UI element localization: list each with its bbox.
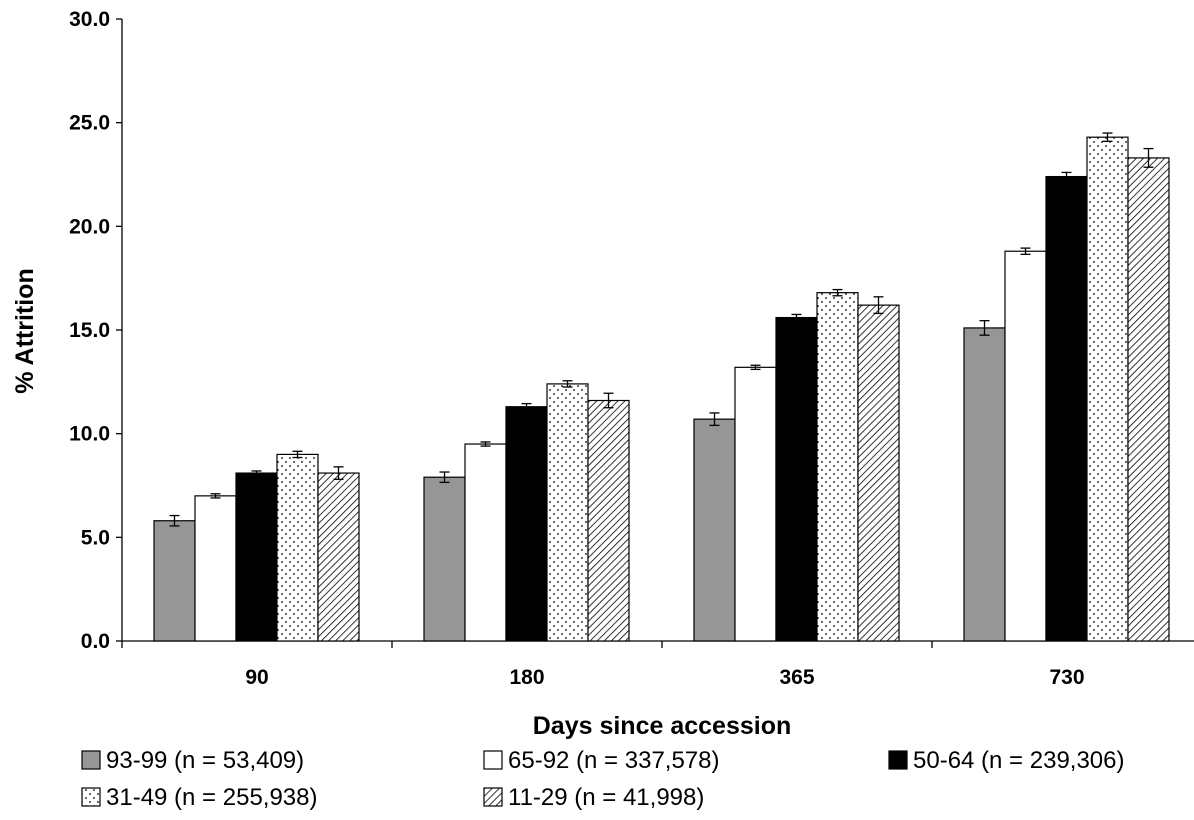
bar [1004,250,1047,642]
legend-label: 11-29 (n = 41,998) [508,784,704,811]
legend-item: 31-49 (n = 255,938) [81,784,318,811]
x-tick-label: 180 [509,666,544,689]
error-bar [873,296,884,315]
legend-swatch [81,787,101,807]
bar [276,453,319,642]
legend-label: 50-64 (n = 239,306) [913,747,1125,774]
error-bar [439,471,450,484]
error-bar [521,402,532,411]
y-tick-label: 25.0 [69,112,110,135]
y-tick-label: 20.0 [69,215,110,238]
y-tick-label: 5.0 [81,526,110,549]
y-tick-label: 0.0 [81,630,110,653]
x-tick-label: 730 [1049,666,1084,689]
error-bar [1020,247,1031,255]
bar [317,472,360,642]
error-bar [251,470,262,476]
plot-area: 0.0 5.0 10.0 15.0 20.0 25.0 30.0 90 180 365 730 [69,8,1194,689]
bar [464,443,507,642]
error-bar [979,320,990,336]
y-tick-label: 15.0 [69,319,110,342]
error-bar [1102,132,1113,142]
y-tick-label: 30.0 [69,8,110,31]
bar [963,327,1006,642]
error-bar [292,450,303,459]
error-bar [480,441,491,447]
y-tick-label: 10.0 [69,423,110,446]
error-bar [791,313,802,322]
legend-label: 93-99 (n = 53,409) [106,747,304,774]
bar [546,383,589,642]
legend-label: 65-92 (n = 337,578) [508,747,720,774]
bar [1127,157,1170,642]
legend-item: 50-64 (n = 239,306) [888,747,1125,774]
legend-swatch [483,787,503,807]
bar [1086,136,1129,642]
error-bar [709,412,720,427]
legend-swatch [483,750,503,770]
bar [235,472,278,642]
bar [1045,175,1088,642]
legend-item: 11-29 (n = 41,998) [483,784,704,811]
bar [194,495,237,642]
bar [505,406,548,642]
error-bar [603,392,614,409]
error-bar [562,380,573,388]
bar [153,520,196,642]
bar [816,292,859,642]
legend-item: 93-99 (n = 53,409) [81,747,304,774]
bar [734,366,777,642]
x-tick-label: 365 [779,666,814,689]
y-axis-title: % Attrition [11,268,39,393]
error-bar [1143,147,1154,168]
x-axis-title: Days since accession [533,712,792,740]
error-bar [169,514,180,527]
bar [423,476,466,642]
error-bar [832,288,843,297]
x-tick-label: 90 [245,666,268,689]
bar [857,304,900,642]
error-bar [1061,171,1072,182]
error-bar [333,466,344,480]
legend-swatch [81,750,101,770]
bar [587,399,630,642]
legend-swatch [888,750,908,770]
error-bar [750,364,761,371]
error-bar [210,493,221,499]
legend: 93-99 (n = 53,409) 65-92 (n = 337,578) 50-… [81,747,1125,811]
bar [775,316,818,642]
bar [693,418,736,642]
legend-label: 31-49 (n = 255,938) [106,784,318,811]
legend-item: 65-92 (n = 337,578) [483,747,720,774]
